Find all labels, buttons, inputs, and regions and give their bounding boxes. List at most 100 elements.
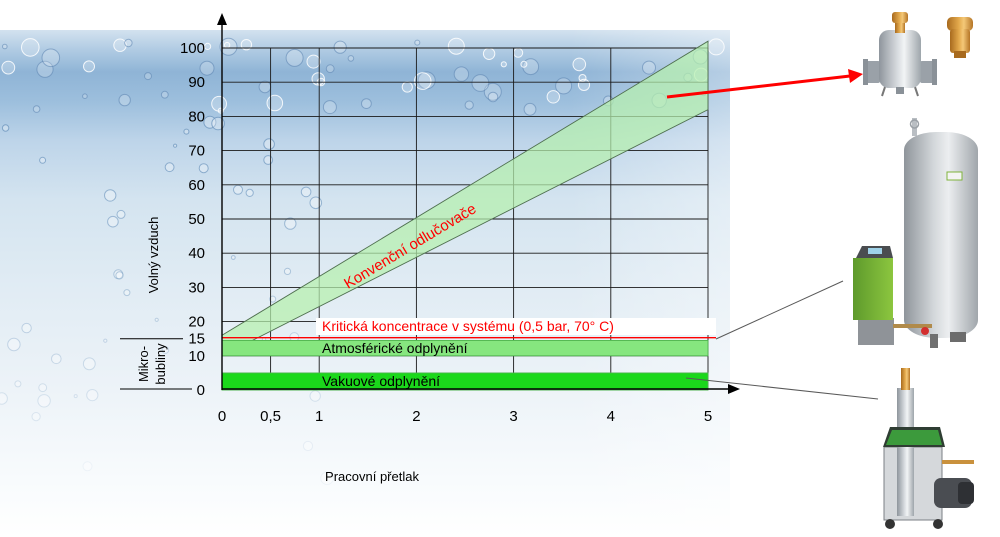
- vessel-foot: [950, 332, 966, 342]
- separator-vent-stem: [895, 22, 905, 33]
- bubble: [164, 162, 175, 173]
- bubble: [447, 37, 465, 55]
- vessel-bottom-valve: [930, 334, 938, 348]
- bubble: [414, 39, 421, 46]
- bubble: [116, 209, 126, 219]
- bubble: [173, 143, 178, 148]
- bubble: [0, 392, 8, 405]
- bubble: [487, 91, 499, 103]
- bubble: [160, 90, 169, 99]
- bubble: [107, 215, 119, 228]
- bubble: [322, 100, 337, 115]
- bubble: [113, 269, 124, 280]
- reference-label-background: [316, 318, 716, 335]
- bubble: [361, 98, 372, 109]
- vacuum-degassing-unit-icon: [883, 368, 974, 529]
- y-tick-label: 0: [197, 382, 205, 399]
- bubble: [1, 60, 16, 75]
- bubble: [21, 322, 32, 334]
- y-tick-label: 50: [188, 211, 205, 228]
- bubble: [161, 346, 170, 354]
- bubble: [245, 188, 254, 197]
- band-label-vakuove-odplyneni: Vakuové odplynění: [322, 373, 440, 389]
- separator-inlet-flange: [863, 59, 868, 85]
- y-tick-label: 80: [188, 108, 205, 125]
- bubble: [309, 390, 321, 402]
- vacuum-wheel: [933, 519, 943, 529]
- bubble: [36, 60, 54, 78]
- x-tick-label: 3: [509, 408, 517, 425]
- bubble: [500, 61, 507, 68]
- bracket-label-line-2: bubliny: [153, 343, 168, 385]
- x-tick-label: 0,5: [260, 408, 281, 425]
- bubble: [32, 105, 41, 113]
- bubble: [306, 54, 321, 69]
- band-vakuove-odplyneni: [221, 372, 709, 391]
- bubble: [82, 461, 93, 472]
- annotations: Kritická koncentrace v systému (0,5 bar,…: [222, 318, 716, 339]
- vacuum-control-lid: [886, 430, 942, 445]
- bubble: [113, 38, 127, 52]
- y-tick-label: 40: [188, 245, 205, 262]
- separator-drain: [896, 87, 904, 94]
- band-label-konvencni-odlucovace: Konvenční odlučovače: [341, 200, 479, 292]
- bubble: [325, 64, 335, 74]
- bubble: [115, 271, 124, 280]
- red-arrow-head: [848, 69, 863, 83]
- bubble: [464, 100, 474, 110]
- y-tick-label: 10: [188, 348, 205, 365]
- x-tick-label: 1: [315, 408, 323, 425]
- y-axis-arrow: [217, 13, 227, 25]
- bubble: [103, 338, 108, 343]
- bubble: [198, 163, 209, 174]
- y-tick-label: 90: [188, 74, 205, 91]
- bubble: [309, 196, 323, 210]
- bubble: [86, 389, 99, 402]
- bubble: [642, 60, 656, 75]
- bubble: [82, 357, 96, 371]
- separator-icon: [863, 12, 937, 97]
- bubble: [269, 295, 277, 303]
- bubble: [144, 72, 152, 81]
- x-axis-arrow: [728, 384, 740, 394]
- y-tick-label: 100: [180, 40, 205, 57]
- bubble: [523, 102, 537, 116]
- unit-green-housing: [853, 258, 893, 320]
- bubble: [73, 394, 78, 399]
- bubble: [413, 72, 432, 90]
- bracket-label-line-1: Mikro-: [136, 346, 151, 382]
- bubble: [333, 40, 347, 54]
- bubble: [204, 42, 212, 51]
- air-vent-thread: [954, 51, 966, 58]
- bubble: [300, 186, 312, 198]
- bubble: [37, 394, 51, 408]
- bubble: [21, 38, 40, 57]
- bubble: [83, 60, 95, 73]
- connector-line-vacuum: [685, 377, 879, 400]
- expansion-vessel-icon: [904, 118, 978, 348]
- bubble: [230, 255, 236, 260]
- bubble: [7, 337, 21, 352]
- bubble: [546, 90, 560, 104]
- atmospheric-degassing-unit-icon: [853, 246, 932, 345]
- bubble: [471, 74, 490, 92]
- bubble: [320, 471, 334, 486]
- bubble: [104, 189, 117, 202]
- separator-inlet: [866, 61, 880, 83]
- bubble: [283, 267, 292, 275]
- bubble: [39, 156, 47, 164]
- y-tick-label: 20: [188, 314, 205, 331]
- bubble: [211, 95, 228, 112]
- air-vent-body: [950, 29, 970, 53]
- separator-vent-cap: [892, 12, 908, 23]
- bubble: [82, 93, 88, 99]
- bubble: [211, 116, 225, 131]
- bubble: [123, 289, 131, 297]
- unit-red-valve: [921, 327, 929, 335]
- vessel-body: [904, 132, 978, 338]
- bubble: [572, 57, 587, 72]
- bubble: [453, 66, 470, 82]
- bubble: [284, 217, 297, 230]
